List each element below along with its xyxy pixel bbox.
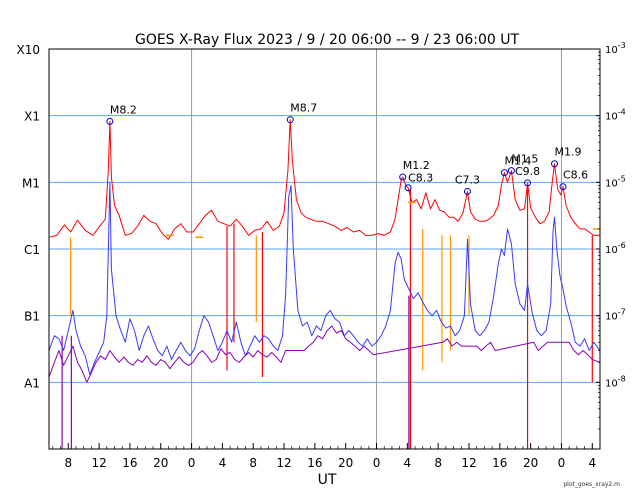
flare-marker-M1.5 <box>507 167 515 175</box>
x-tick-label: 20 <box>153 456 168 470</box>
x-tick-label: 0 <box>373 456 381 470</box>
right-tick-label-1e-5: 10-5 <box>605 174 626 189</box>
x-tick-label: 4 <box>219 456 227 470</box>
data-series <box>48 119 601 383</box>
x-tick-label: 12 <box>461 456 476 470</box>
x-axis-label: UT <box>318 472 337 488</box>
left-tick-label-X1: X1 <box>24 110 40 124</box>
dropout-lines <box>61 185 593 449</box>
chart-title: GOES X-Ray Flux 2023 / 9 / 20 06:00 -- 9… <box>135 32 519 48</box>
flare-marker-M8.2 <box>106 117 114 125</box>
flare-marker-C8.3 <box>404 184 412 192</box>
series-line-2 <box>48 325 601 383</box>
flare-marker-C7.3 <box>463 187 471 195</box>
footer-filename: plot_goes_xray2.m <box>563 481 620 488</box>
left-tick-label-X10: X10 <box>17 43 41 57</box>
left-tick-label-B1: B1 <box>24 310 40 324</box>
left-tick-label-C1: C1 <box>24 243 40 257</box>
x-tick-label: 12 <box>276 456 291 470</box>
flare-label-M8.7: M8.7 <box>290 102 317 115</box>
x-tick-label: 4 <box>588 456 596 470</box>
x-tick-label: 16 <box>307 456 322 470</box>
x-tick-label: 16 <box>122 456 137 470</box>
right-tick-label-1e-4: 10-4 <box>605 108 626 123</box>
left-tick-label-A1: A1 <box>24 376 40 390</box>
flare-marker-M1.4 <box>500 169 508 177</box>
grid-lines <box>49 49 600 449</box>
x-tick-label: 8 <box>434 456 442 470</box>
right-tick-label-1e-3: 10-3 <box>605 41 626 56</box>
x-tick-label: 16 <box>492 456 507 470</box>
x-tick-label: 0 <box>558 456 566 470</box>
x-tick-label: 0 <box>188 456 196 470</box>
right-tick-label-1e-6: 10-6 <box>605 241 626 256</box>
x-tick-label: 4 <box>404 456 412 470</box>
flare-label-M1.4: M1.4 <box>504 155 531 168</box>
right-tick-label-1e-7: 10-7 <box>605 308 626 323</box>
flare-label-C7.3: C7.3 <box>455 173 480 186</box>
flare-label-C8.3: C8.3 <box>408 172 433 185</box>
flare-label-C9.8: C9.8 <box>515 165 540 178</box>
flare-markers: M8.2 M8.7 M1.2C8.3 C7.3 M1.4M1.5C9.8 M1.9 C8.6 <box>106 102 588 195</box>
axis-ticks: A1 B1 C1 M1 X1 X10 10-8 10-7 10-6 10-5 10-4 10-3 8 12… <box>17 41 626 470</box>
orange-segments <box>165 201 601 239</box>
series-line-1 <box>48 181 601 376</box>
flare-label-M1.2: M1.2 <box>403 159 430 172</box>
left-tick-label-M1: M1 <box>22 176 40 190</box>
flare-marker-M8.7 <box>286 116 294 124</box>
flare-marker-M1.2 <box>399 173 407 181</box>
x-tick-label: 8 <box>64 456 72 470</box>
x-tick-label: 8 <box>249 456 257 470</box>
x-tick-label: 20 <box>338 456 353 470</box>
flare-marker-C8.6 <box>559 183 567 191</box>
x-tick-label: 12 <box>91 456 106 470</box>
series-line-0 <box>48 119 600 240</box>
flare-label-M1.5: M1.5 <box>511 153 538 166</box>
flare-label-M8.2: M8.2 <box>110 103 137 116</box>
x-tick-label: 20 <box>523 456 538 470</box>
right-tick-label-1e-8: 10-8 <box>605 374 626 389</box>
flare-marker-M1.9 <box>551 160 559 168</box>
flare-marker-C9.8 <box>524 179 532 187</box>
flare-label-C8.6: C8.6 <box>563 169 588 182</box>
flare-label-M1.9: M1.9 <box>555 146 582 159</box>
